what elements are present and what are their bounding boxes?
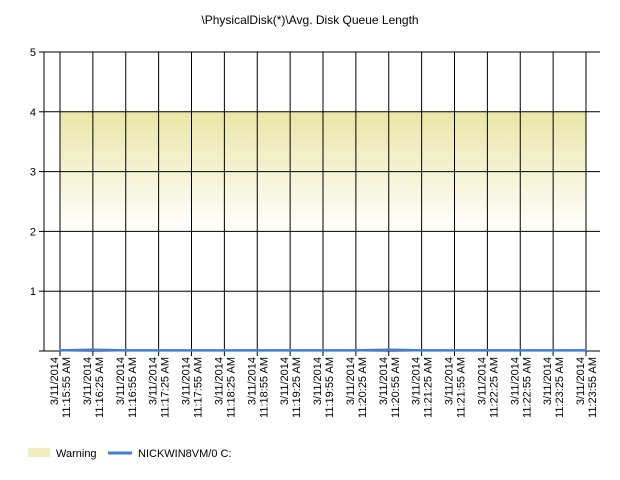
x-tick-time: 11:17:25 AM [160, 357, 172, 418]
series-point [223, 349, 226, 352]
x-tick-time: 11:22:25 AM [488, 357, 500, 418]
x-tick-time: 11:20:25 AM [357, 357, 369, 418]
x-tick-label: 3/11/2014 11:15:55 AM [49, 357, 73, 418]
x-tick-date: 3/11/2014 [82, 357, 94, 405]
x-tick-date: 3/11/2014 [49, 357, 61, 405]
x-tick-date: 3/11/2014 [444, 357, 456, 405]
x-tick-date: 3/11/2014 [575, 357, 587, 405]
series-point [322, 349, 324, 352]
x-tick-label: 3/11/2014 11:17:25 AM [148, 357, 172, 418]
series-point [387, 348, 390, 351]
series-point [585, 349, 587, 352]
x-tick-label: 3/11/2014 11:16:55 AM [115, 357, 139, 418]
x-tick-time: 11:20:55 AM [390, 357, 402, 418]
x-tick-label: 3/11/2014 11:23:25 AM [542, 357, 566, 418]
x-tick-date: 3/11/2014 [148, 357, 160, 405]
legend-warning-swatch [28, 448, 50, 457]
x-tick-time: 11:18:55 AM [258, 357, 270, 418]
x-tick-label: 3/11/2014 11:17:55 AM [181, 357, 205, 418]
y-tick-label: 2 [30, 226, 36, 238]
x-tick-label: 3/11/2014 11:23:55 AM [575, 357, 599, 418]
series-point [190, 349, 193, 352]
x-tick-time: 11:16:55 AM [127, 357, 139, 418]
x-tick-date: 3/11/2014 [181, 357, 193, 405]
series-point [453, 349, 456, 352]
x-tick-label: 3/11/2014 11:20:25 AM [345, 357, 369, 418]
series-point [354, 349, 357, 352]
x-tick-date: 3/11/2014 [115, 357, 127, 405]
x-tick-time: 11:19:25 AM [291, 357, 303, 418]
series-layer [59, 348, 587, 352]
x-tick-time: 11:16:25 AM [94, 357, 106, 418]
x-tick-date: 3/11/2014 [378, 357, 390, 405]
series-point [420, 349, 423, 352]
x-tick-label: 3/11/2014 11:18:55 AM [246, 357, 270, 418]
x-tick-label: 3/11/2014 11:21:25 AM [411, 357, 435, 418]
x-tick-date: 3/11/2014 [411, 357, 423, 405]
series-point [59, 349, 61, 352]
x-tick-label: 3/11/2014 11:18:25 AM [213, 357, 237, 418]
y-tick-label: 3 [30, 167, 36, 179]
x-tick-label: 3/11/2014 11:22:55 AM [509, 357, 533, 418]
legend-warning-label: Warning [56, 448, 97, 460]
y-tick-label: 4 [30, 107, 36, 119]
x-tick-date: 3/11/2014 [345, 357, 357, 405]
x-tick-date: 3/11/2014 [476, 357, 488, 405]
x-tick-date: 3/11/2014 [246, 357, 258, 405]
x-tick-label: 3/11/2014 11:16:25 AM [82, 357, 106, 418]
x-tick-labels: 3/11/2014 11:15:55 AM 3/11/2014 11:16:25 AM… [49, 357, 599, 418]
chart-title: \PhysicalDisk(*)\Avg. Disk Queue Length [201, 13, 418, 27]
x-tick-date: 3/11/2014 [509, 357, 521, 405]
y-tick-label: 1 [30, 286, 36, 298]
x-tick-time: 11:18:25 AM [225, 357, 237, 418]
x-tick-date: 3/11/2014 [542, 357, 554, 405]
x-tick-label: 3/11/2014 11:19:55 AM [312, 357, 336, 418]
x-tick-date: 3/11/2014 [213, 357, 225, 405]
series-point [124, 349, 127, 352]
x-tick-time: 11:23:55 AM [587, 357, 599, 418]
series-point [256, 349, 259, 352]
x-tick-time: 11:22:55 AM [521, 357, 533, 418]
x-tick-label: 3/11/2014 11:22:25 AM [476, 357, 500, 418]
x-tick-label: 3/11/2014 11:21:55 AM [444, 357, 468, 418]
legend: Warning NICKWIN8VM/0 C: [28, 448, 232, 460]
x-tick-label: 3/11/2014 11:20:55 AM [378, 357, 402, 418]
x-tick-date: 3/11/2014 [312, 357, 324, 405]
series-point [289, 349, 292, 352]
y-tick-labels: 5 4 3 2 1 [30, 47, 36, 298]
series-point [486, 349, 489, 352]
grid-layer [44, 51, 600, 351]
x-tick-time: 11:17:55 AM [193, 357, 205, 418]
x-tick-time: 11:21:25 AM [423, 357, 435, 418]
x-tick-label: 3/11/2014 11:19:25 AM [279, 357, 303, 418]
series-point [91, 348, 94, 351]
series-point [519, 349, 522, 352]
x-tick-time: 11:21:55 AM [456, 357, 468, 418]
legend-series-label: NICKWIN8VM/0 C: [138, 448, 232, 460]
x-tick-time: 11:15:55 AM [61, 357, 73, 418]
x-tick-date: 3/11/2014 [279, 357, 291, 405]
x-tick-time: 11:19:55 AM [324, 357, 336, 418]
series-point [552, 349, 555, 352]
y-tick-label: 5 [30, 47, 36, 59]
series-point [157, 349, 160, 352]
x-tick-time: 11:23:25 AM [554, 357, 566, 418]
